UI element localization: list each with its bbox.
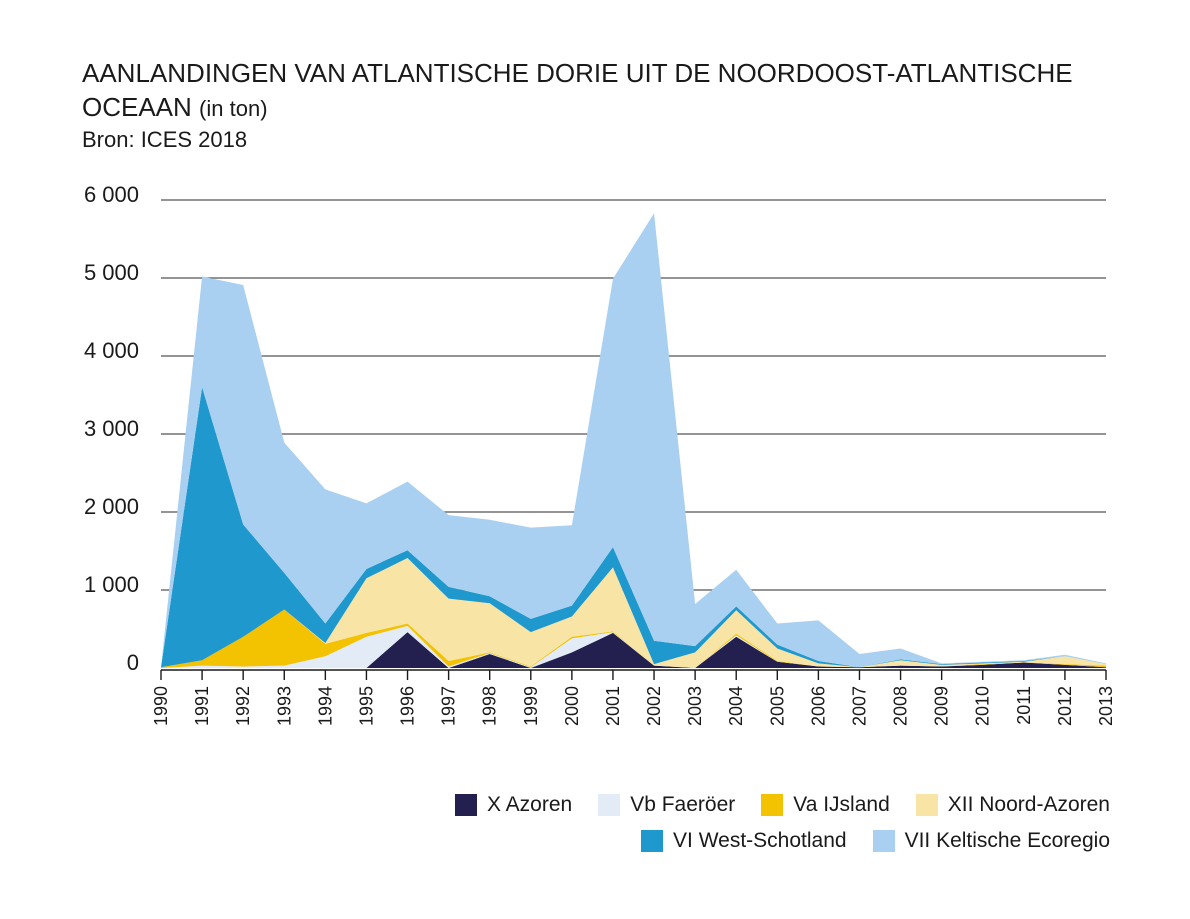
legend-item: VII Keltische Ecoregio <box>872 829 1110 853</box>
legend-row: VI West-Schotland VII Keltische Ecoregio <box>410 829 1110 853</box>
legend-item: Va IJsland <box>761 793 890 817</box>
x-tick-label: 1994 <box>315 686 335 726</box>
legend-swatch <box>761 794 784 816</box>
legend-label: X Azoren <box>486 793 573 816</box>
legend-label: XII Noord-Azoren <box>947 793 1110 816</box>
area-vii-keltische-ecoregio <box>161 213 1106 668</box>
legend-row: X Azoren Vb Faeröer Va IJsland XII Noord-Az… <box>410 793 1110 817</box>
legend-swatch <box>454 794 477 816</box>
area-x-azoren <box>161 632 1106 668</box>
x-tick-label: 2000 <box>562 686 582 726</box>
axes: 0 1 000 2 000 3 000 4 000 5 000 6 000 1990 1991 1… <box>84 182 1116 726</box>
y-tick-label: 5 000 <box>84 260 139 285</box>
x-tick-label: 2011 <box>1014 686 1034 725</box>
chart-title: AANLANDINGEN VAN ATLANTISCHE DORIE UIT D… <box>82 56 1142 126</box>
x-tick-label: 1992 <box>233 686 253 726</box>
y-tick-label: 1 000 <box>84 572 139 597</box>
x-tick-label: 2009 <box>932 686 952 726</box>
legend-label: VII Keltische Ecoregio <box>904 829 1110 852</box>
x-tick-label: 1998 <box>480 686 500 726</box>
y-tick-label: 4 000 <box>84 338 139 363</box>
legend-item: VI West-Schotland <box>641 829 847 853</box>
area-vi-west-schotland <box>161 387 1106 668</box>
y-tick-label: 0 <box>127 650 139 675</box>
chart-title-unit: (in ton) <box>199 96 268 121</box>
x-tick-label: 2001 <box>603 686 623 726</box>
x-tick-label: 1993 <box>274 686 294 726</box>
area-va-ijsland <box>161 609 1106 668</box>
x-tick-label: 2003 <box>685 686 705 726</box>
x-tick-label: 1996 <box>398 686 418 726</box>
x-tick-label: 1999 <box>521 686 541 726</box>
legend-swatch <box>872 830 895 852</box>
legend-label: VI West-Schotland <box>673 829 847 852</box>
legend-swatch <box>915 794 938 816</box>
x-tick-label: 2010 <box>973 686 993 726</box>
legend: X Azoren Vb Faeröer Va IJsland XII Noord-Az… <box>410 793 1110 865</box>
legend-label: Vb Faeröer <box>630 793 736 816</box>
x-tick-label: 2008 <box>891 686 911 726</box>
legend-swatch <box>641 830 664 852</box>
x-tick-label: 2013 <box>1096 686 1116 726</box>
stacked-areas <box>161 213 1106 668</box>
y-tick-label: 3 000 <box>84 416 139 441</box>
x-tick-label: 2006 <box>808 686 828 726</box>
x-tick-label: 2005 <box>767 686 787 726</box>
legend-item: Vb Faeröer <box>598 793 735 817</box>
chart-source: Bron: ICES 2018 <box>82 127 248 152</box>
legend-item: X Azoren <box>454 793 573 817</box>
area-xii-noord-azoren <box>161 558 1106 668</box>
x-tick-label: 1997 <box>439 686 459 726</box>
legend-label: Va IJsland <box>793 793 890 816</box>
y-tick-label: 2 000 <box>84 494 139 519</box>
x-tick-label: 2012 <box>1055 686 1075 726</box>
chart-title-main: AANLANDINGEN VAN ATLANTISCHE DORIE UIT D… <box>82 58 1073 122</box>
x-tick-label: 1995 <box>356 686 376 726</box>
legend-swatch <box>598 794 621 816</box>
area-vb-faer-er <box>161 625 1106 668</box>
legend-item: XII Noord-Azoren <box>915 793 1110 817</box>
x-tick-label: 2002 <box>644 686 664 726</box>
y-tick-label: 6 000 <box>84 182 139 207</box>
x-tick-label: 1990 <box>151 686 171 726</box>
x-tick-label: 2007 <box>849 686 869 726</box>
x-tick-label: 1991 <box>192 686 212 726</box>
x-tick-label: 2004 <box>726 686 746 726</box>
